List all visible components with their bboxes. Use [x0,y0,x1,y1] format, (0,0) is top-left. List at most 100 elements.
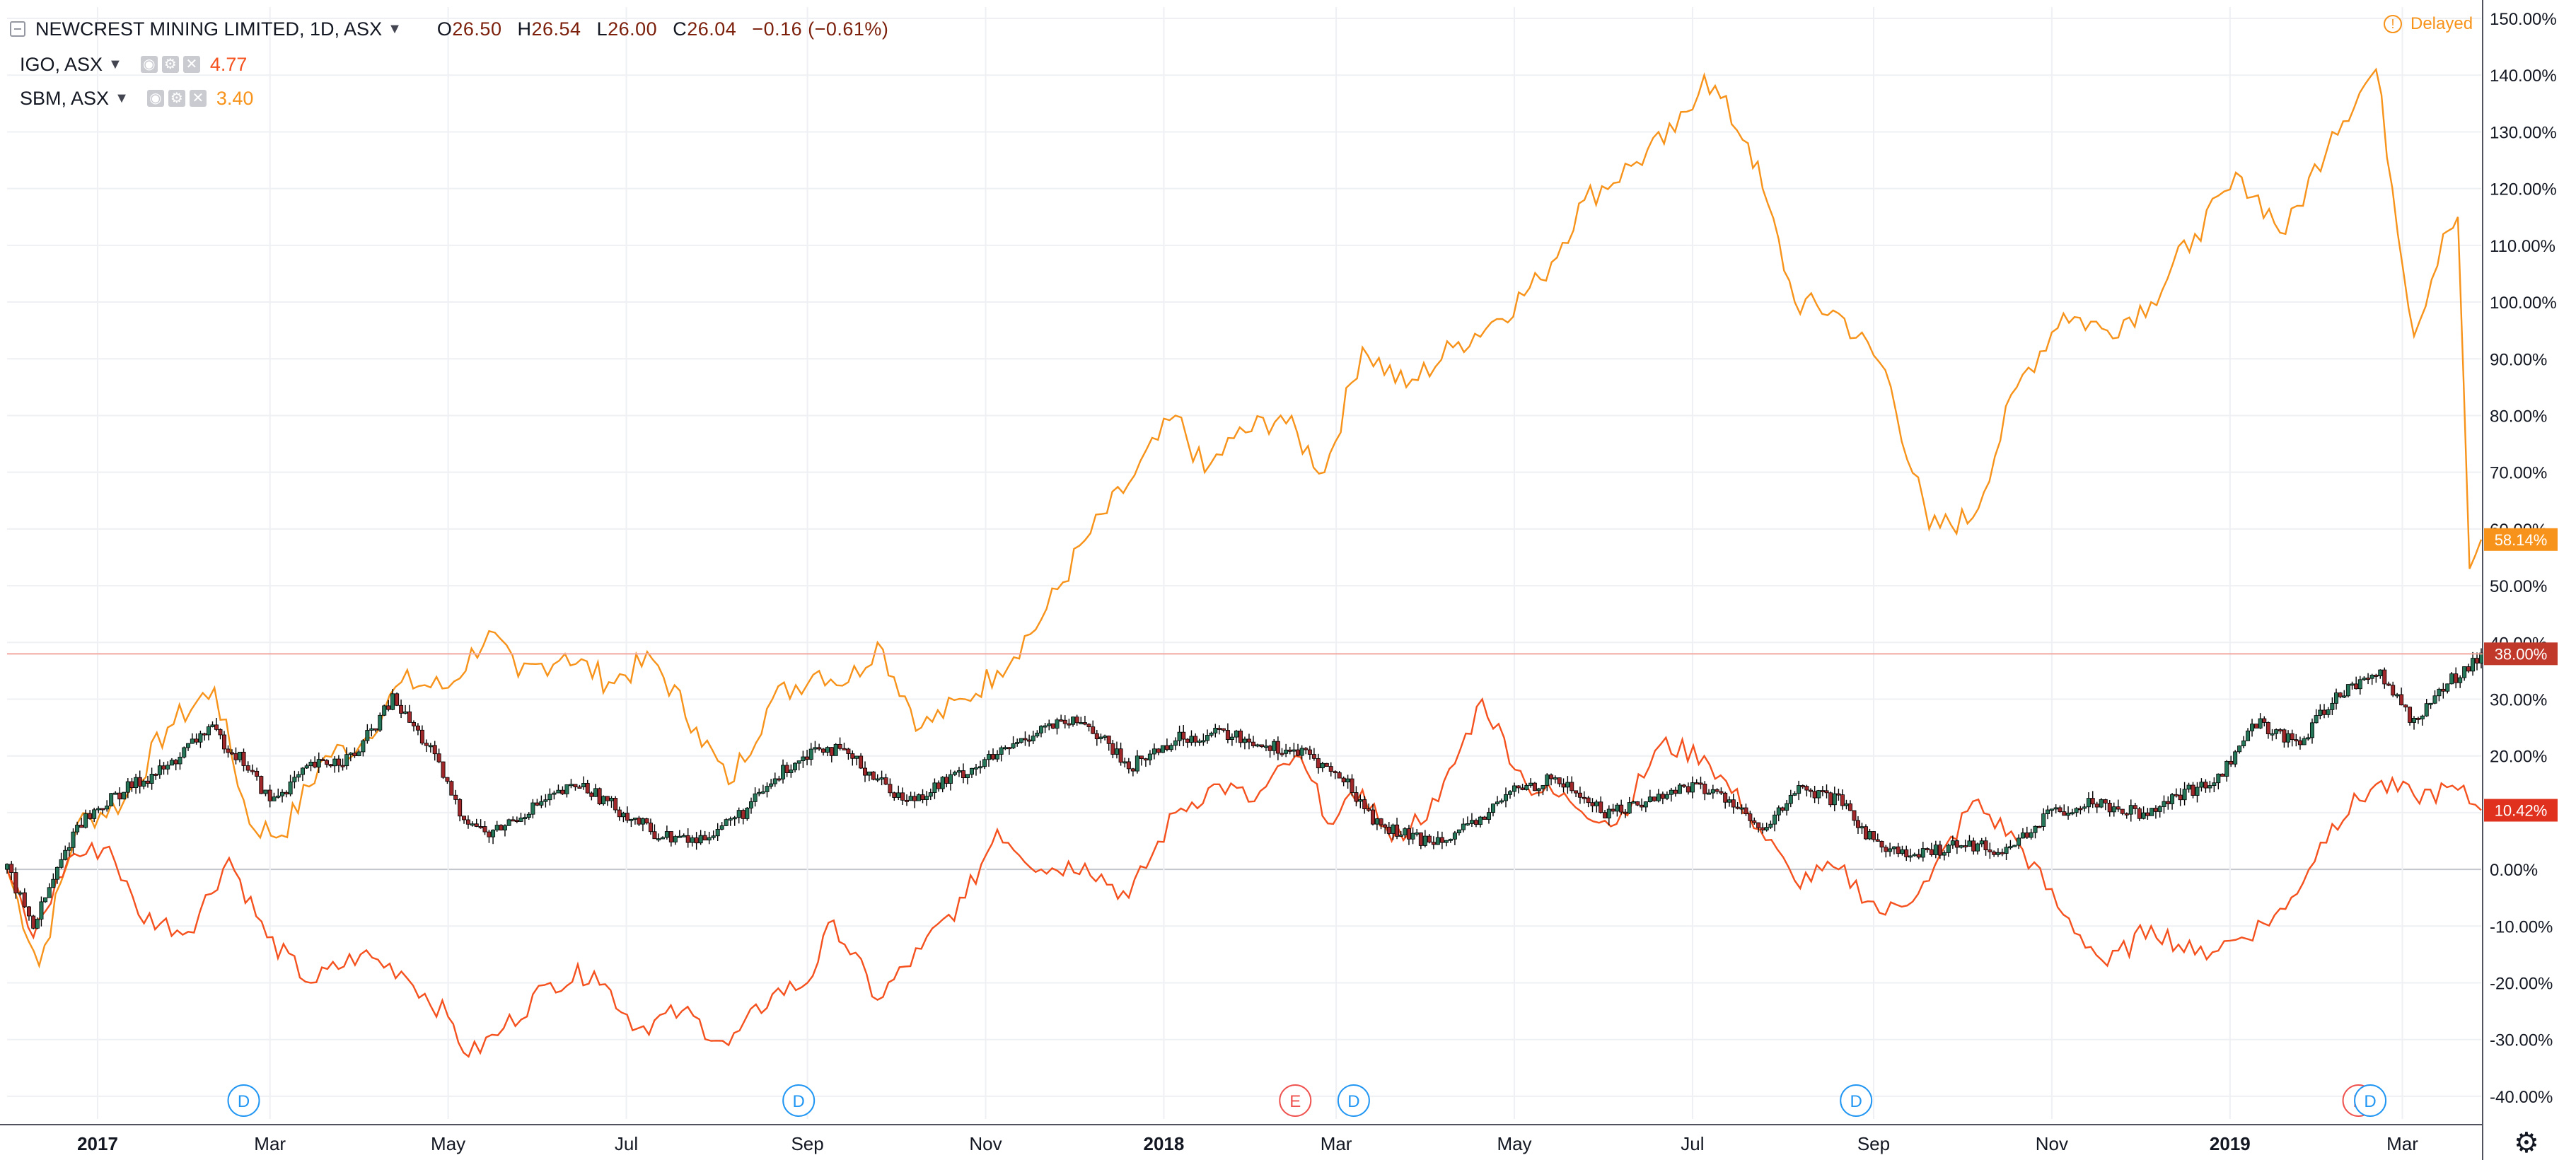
candle-body[interactable] [629,818,634,821]
candle-body[interactable] [445,777,450,782]
candle-body[interactable] [2382,669,2387,685]
candle-body[interactable] [153,774,158,776]
candle-body[interactable] [1879,840,1884,848]
candle-body[interactable] [912,796,917,801]
candle-body[interactable] [1213,728,1218,733]
info-icon[interactable]: ! [2384,15,2402,33]
candle-body[interactable] [308,761,313,767]
candle-body[interactable] [944,777,949,784]
candle-body[interactable] [1118,748,1123,763]
candle-body[interactable] [2314,715,2319,724]
candle-body[interactable] [2216,773,2221,784]
candle-body[interactable] [560,789,565,794]
candle-body[interactable] [1406,828,1411,840]
candle-body[interactable] [1383,824,1388,828]
candle-body[interactable] [182,747,187,758]
candle-body[interactable] [1896,846,1901,854]
candle-body[interactable] [1427,835,1432,843]
candle-body[interactable] [2153,808,2158,812]
candle-body[interactable] [511,819,516,822]
candle-body[interactable] [419,729,424,744]
candle-body[interactable] [535,802,540,806]
candle-body[interactable] [1173,740,1178,746]
candle-body[interactable] [552,792,557,795]
candle-body[interactable] [1847,803,1852,811]
candle-body[interactable] [543,799,548,802]
candle-body[interactable] [1135,755,1139,772]
candle-body[interactable] [1954,840,1959,848]
candle-body[interactable] [829,747,834,756]
candle-body[interactable] [2099,799,2104,808]
candle-body[interactable] [506,819,511,826]
candle-body[interactable] [436,753,441,762]
candle-body[interactable] [1840,794,1845,806]
candle-body[interactable] [1549,775,1554,779]
candle-body[interactable] [1673,789,1678,794]
candle-body[interactable] [1528,782,1533,786]
candle-body[interactable] [373,728,378,731]
candle-body[interactable] [1715,789,1719,792]
candle-body[interactable] [1816,790,1821,799]
candle-body[interactable] [892,792,897,798]
collapse-icon[interactable] [10,21,25,37]
candle-body[interactable] [1871,831,1876,840]
candle-body[interactable] [336,758,341,766]
candle-body[interactable] [2374,675,2379,677]
candle-body[interactable] [415,725,420,731]
candle-body[interactable] [2250,724,2255,731]
candle-body[interactable] [673,836,678,842]
candle-body[interactable] [581,783,586,787]
candle-body[interactable] [1059,719,1064,722]
candle-body[interactable] [2062,811,2067,816]
candle-body[interactable] [478,826,483,828]
candle-body[interactable] [1246,738,1251,743]
candle-body[interactable] [332,758,337,767]
candle-body[interactable] [1860,826,1864,829]
candle-body[interactable] [948,774,953,784]
candle-body[interactable] [702,835,707,841]
candle-body[interactable] [1130,768,1135,772]
candle-body[interactable] [1486,812,1491,820]
candle-body[interactable] [105,806,110,810]
candle-body[interactable] [1643,801,1648,808]
candle-body[interactable] [1324,762,1329,767]
candle-body[interactable] [2369,675,2374,679]
candle-body[interactable] [1354,792,1359,802]
candle-body[interactable] [2420,715,2425,719]
candle-body[interactable] [757,791,762,794]
candle-body[interactable] [382,705,387,716]
candle-body[interactable] [487,831,492,837]
overlay-label-igo[interactable]: IGO, ASX [20,53,103,75]
candle-body[interactable] [2354,683,2359,690]
candle-body[interactable] [2237,746,2242,753]
candle-body[interactable] [1205,735,1210,741]
dividend-marker[interactable] [782,1084,816,1117]
candle-body[interactable] [573,784,578,787]
candle-body[interactable] [229,752,234,755]
candle-body[interactable] [965,774,970,779]
candle-body[interactable] [969,767,974,775]
candle-body[interactable] [1299,748,1304,756]
overlay-label-sbm[interactable]: SBM, ASX [20,87,110,109]
candle-body[interactable] [1415,832,1420,835]
candle-body[interactable] [2103,799,2108,804]
candle-body[interactable] [1908,855,1913,858]
candle-body[interactable] [719,825,724,830]
candle-body[interactable] [2270,733,2275,736]
candle-body[interactable] [2174,794,2178,796]
candle-body[interactable] [221,734,226,750]
candle-body[interactable] [1006,747,1011,750]
candle-body[interactable] [292,777,297,782]
candle-body[interactable] [821,748,826,753]
candle-body[interactable] [1495,801,1499,805]
candle-body[interactable] [1050,723,1055,729]
candle-body[interactable] [1677,784,1682,794]
chevron-down-icon[interactable]: ▼ [108,56,122,72]
candle-body[interactable] [863,767,868,776]
candle-body[interactable] [908,796,913,801]
candle-body[interactable] [1933,845,1938,855]
candle-body[interactable] [206,726,211,736]
candle-body[interactable] [1469,820,1474,824]
candle-body[interactable] [1946,845,1951,853]
